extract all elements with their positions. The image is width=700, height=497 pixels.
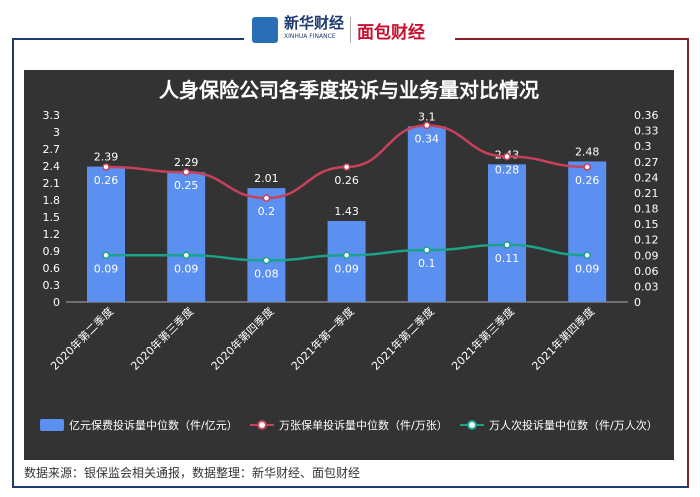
- data-point: [102, 163, 110, 171]
- y-right-tick: 0.18: [634, 203, 659, 216]
- x-tick: 2021年第一季度: [288, 304, 357, 373]
- y-right-tick: 0.33: [634, 125, 659, 138]
- logo: 新华财经 XINHUA FINANCE 面包财经: [252, 12, 425, 48]
- point-label: 0.34: [415, 132, 440, 145]
- point-label: 0.09: [94, 262, 119, 275]
- bar-label: 3.1: [418, 110, 436, 123]
- y-right-tick: 0.24: [634, 171, 659, 184]
- y-left-tick: 2.7: [43, 143, 61, 156]
- point-label: 0.11: [495, 252, 520, 265]
- data-point: [342, 163, 351, 171]
- y-right-tick: 0.27: [634, 156, 659, 169]
- point-label: 0.09: [174, 262, 199, 275]
- point-label: 0.09: [575, 262, 600, 275]
- x-tick: 2020年第二季度: [48, 304, 117, 373]
- legend-label: 万张保单投诉量中位数（件/万张）: [279, 418, 448, 432]
- y-left-tick: 0.6: [43, 262, 61, 275]
- y-right-tick: 0: [634, 296, 641, 309]
- y-left-tick: 2.1: [43, 177, 61, 190]
- data-point: [262, 256, 271, 265]
- y-right-tick: 0.3: [634, 140, 652, 153]
- x-tick: 2020年第四季度: [208, 304, 277, 373]
- bar: [87, 166, 125, 302]
- data-point: [423, 246, 431, 254]
- frame: [12, 38, 689, 488]
- bar-label: 1.43: [334, 205, 359, 218]
- point-label: 0.26: [94, 174, 119, 187]
- x-tick: 2021年第二季度: [368, 304, 437, 373]
- bar: [167, 172, 206, 302]
- xinhua-logo-icon: [252, 17, 278, 43]
- legend-swatch: [40, 419, 64, 431]
- y-right-tick: 0.09: [634, 249, 659, 262]
- y-left-tick: 1.2: [43, 228, 61, 241]
- bar: [327, 220, 366, 302]
- data-point: [503, 152, 511, 161]
- chart-title: 人身保险公司各季度投诉与业务量对比情况: [159, 78, 539, 102]
- bar-label: 2.01: [254, 172, 279, 185]
- data-point: [503, 241, 511, 249]
- point-label: 0.28: [495, 164, 520, 177]
- bar-label: 2.29: [174, 156, 199, 169]
- point-label: 0.08: [254, 267, 279, 280]
- y-right-tick: 0.21: [634, 187, 659, 200]
- data-point: [262, 194, 271, 202]
- point-label: 0.26: [334, 174, 359, 187]
- y-left-tick: 3.3: [43, 109, 61, 122]
- xinhua-en: XINHUA FINANCE: [284, 33, 336, 40]
- bar: [407, 126, 446, 302]
- legend-marker: [257, 420, 267, 430]
- data-point: [342, 251, 351, 259]
- point-label: 0.25: [174, 179, 199, 192]
- bar: [247, 188, 286, 302]
- data-point: [182, 168, 190, 176]
- bar: [488, 164, 526, 302]
- xinhua-logo-text: 新华财经 XINHUA FINANCE: [284, 16, 344, 44]
- x-tick: 2021年第四季度: [529, 304, 598, 373]
- y-right-tick: 0.03: [634, 280, 659, 293]
- frame-top-right: [455, 38, 687, 40]
- y-right-tick: 0.15: [634, 218, 659, 231]
- point-label: 0.26: [575, 174, 600, 187]
- y-left-tick: 1.8: [43, 194, 61, 207]
- x-tick: 2020年第三季度: [128, 304, 197, 373]
- data-point: [102, 251, 110, 259]
- legend-label: 亿元保费投诉量中位数（件/亿元）: [69, 418, 238, 432]
- point-label: 0.2: [258, 205, 276, 218]
- xinhua-name: 新华财经: [284, 14, 345, 32]
- legend-label: 万人次投诉量中位数（件/万人次）: [489, 418, 658, 432]
- data-point: [583, 163, 591, 171]
- data-point: [182, 251, 190, 259]
- bar-label: 2.39: [94, 151, 119, 164]
- data-point: [583, 251, 591, 259]
- bar-label: 2.48: [575, 145, 600, 158]
- logo-divider: [350, 17, 352, 43]
- y-right-tick: 0.06: [634, 265, 659, 278]
- y-right-tick: 0.12: [634, 234, 659, 247]
- y-left-tick: 3: [53, 126, 60, 139]
- data-point: [423, 121, 431, 130]
- point-label: 0.1: [418, 257, 436, 270]
- point-label: 0.09: [334, 262, 359, 275]
- x-tick: 2021年第三季度: [449, 304, 518, 373]
- mianbao-logo: 面包财经: [357, 22, 426, 43]
- y-left-tick: 1.5: [43, 211, 61, 224]
- y-left-tick: 0.9: [43, 245, 61, 258]
- legend-marker: [467, 420, 477, 430]
- y-left-tick: 0.3: [43, 279, 61, 292]
- y-right-tick: 0.36: [634, 109, 659, 122]
- bar: [568, 161, 607, 302]
- y-left-tick: 2.4: [43, 160, 61, 173]
- data-source: 数据来源：银保监会相关通报，数据整理：新华财经、面包财经: [24, 466, 361, 480]
- frame-top-left: [12, 38, 244, 40]
- y-left-tick: 0: [53, 296, 60, 309]
